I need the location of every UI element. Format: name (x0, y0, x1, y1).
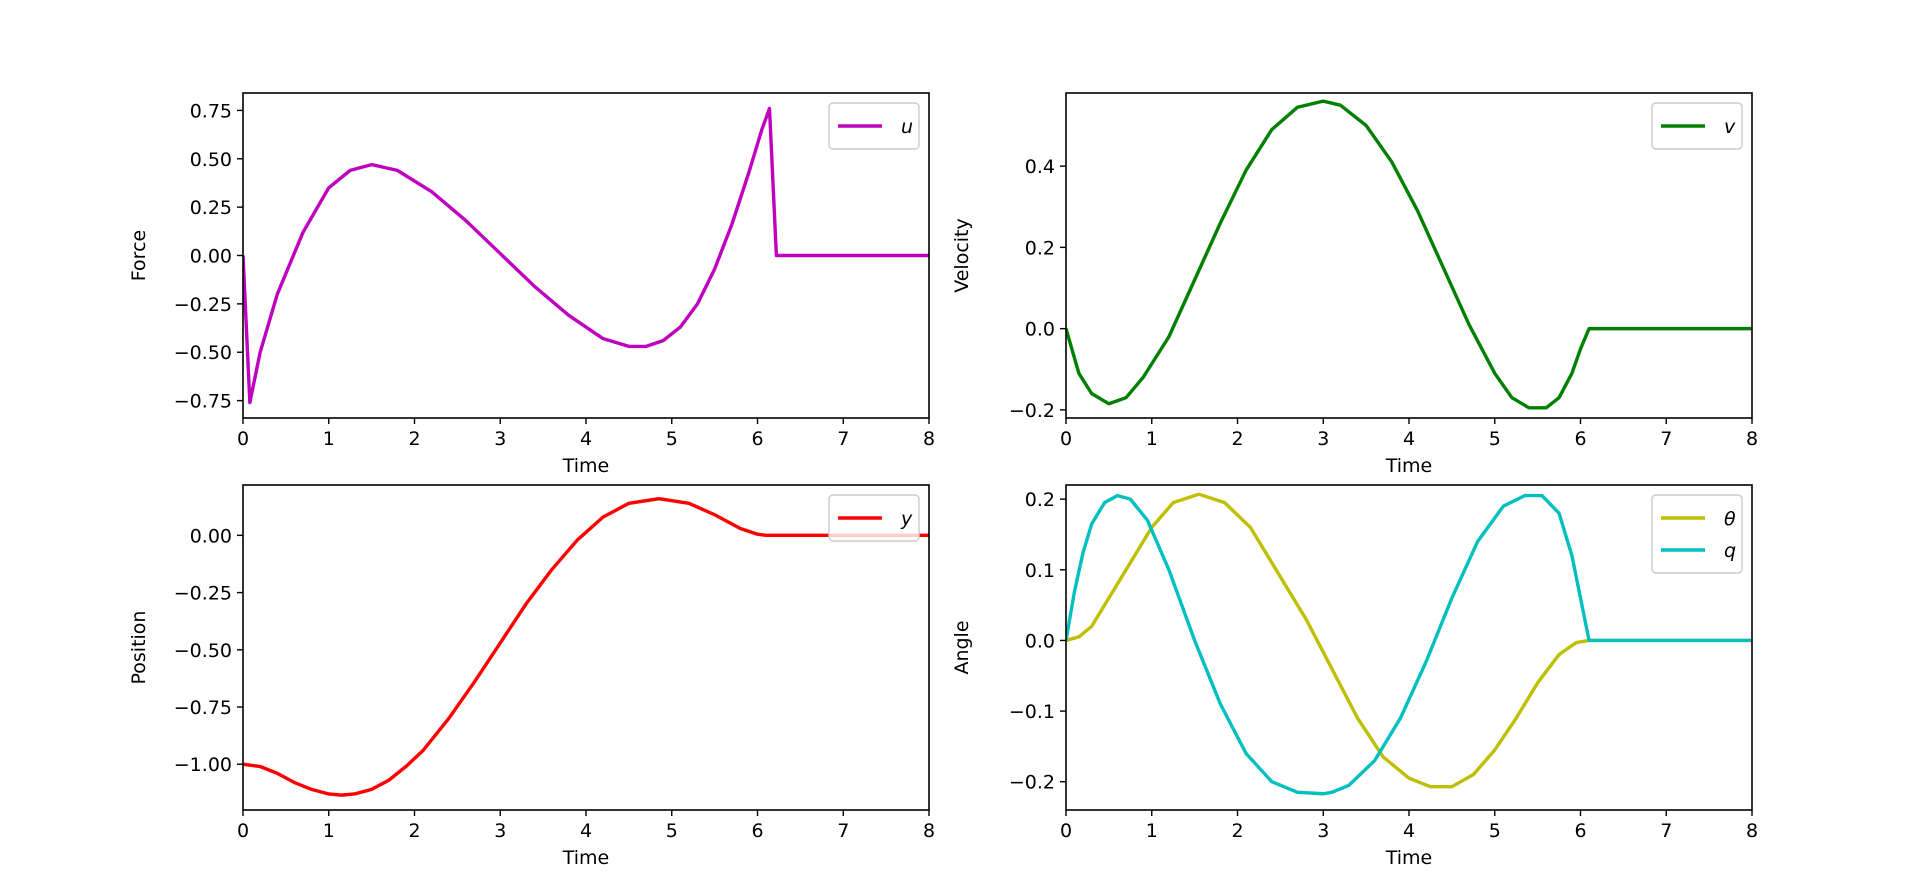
x-tick-label: 8 (923, 820, 935, 842)
y-tick-label: 0.2 (1025, 489, 1055, 511)
series-line-primary (1066, 99, 1752, 410)
x-tick-label: 7 (837, 428, 849, 450)
y-tick-label: −0.50 (174, 640, 232, 662)
y-tick-label: −0.1 (1009, 701, 1055, 723)
y-tick-label: 0.00 (190, 525, 232, 547)
x-axis-label: Time (1385, 847, 1433, 869)
series-line-primary (1066, 492, 1752, 789)
legend-label: u (901, 116, 913, 138)
force-panel: 0 1 2 3 4 5 6 7 8 −0.75 −0.50 −0.25 0.00 0.25 0.50 0.75… (128, 92, 935, 477)
x-tick-label: 0 (1060, 820, 1072, 842)
y-tick-label: 0.50 (190, 149, 232, 171)
y-tick-label: 0.4 (1025, 156, 1055, 178)
legend-label: v (1724, 116, 1736, 138)
y-tick-label: 0.1 (1025, 560, 1055, 582)
y-tick-label: 0.2 (1025, 237, 1055, 259)
x-tick-label: 4 (1403, 428, 1415, 450)
y-axis-label: Velocity (951, 218, 973, 293)
x-tick-label: 2 (408, 820, 420, 842)
x-tick-label: 7 (1660, 428, 1672, 450)
y-tick-label: 0.00 (190, 246, 232, 268)
x-tick-label: 4 (1403, 820, 1415, 842)
y-tick-label: −0.2 (1009, 400, 1055, 422)
legend-label: θ (1724, 508, 1736, 530)
x-tick-label: 7 (1660, 820, 1672, 842)
x-tick-label: 5 (1489, 428, 1501, 450)
x-tick-label: 8 (1746, 820, 1758, 842)
x-tick-label: 6 (1574, 820, 1586, 842)
series-line-secondary (1066, 493, 1752, 796)
x-tick-label: 1 (323, 428, 335, 450)
series-line-primary (243, 497, 929, 797)
x-tick-label: 2 (1231, 428, 1243, 450)
x-axis-label: Time (562, 847, 610, 869)
x-tick-label: 8 (923, 428, 935, 450)
x-axis-label: Time (562, 455, 610, 477)
y-tick-label: −0.25 (174, 583, 232, 605)
x-tick-label: 4 (580, 428, 592, 450)
y-tick-label: 0.75 (190, 100, 232, 122)
x-tick-label: 6 (1574, 428, 1586, 450)
y-axis-label: Force (128, 230, 150, 281)
x-tick-label: 3 (494, 820, 506, 842)
x-tick-label: 6 (751, 428, 763, 450)
legend-label: y (900, 508, 913, 530)
x-tick-label: 3 (1317, 428, 1329, 450)
y-axis-label: Position (128, 611, 150, 685)
x-tick-label: 6 (751, 820, 763, 842)
x-tick-label: 2 (408, 428, 420, 450)
x-tick-label: 1 (1146, 428, 1158, 450)
x-axis-label: Time (1385, 455, 1433, 477)
position-panel: 0 1 2 3 4 5 6 7 8 −1.00 −0.75 −0.50 −0.25 0.00 Time Pos… (128, 484, 935, 869)
y-tick-label: 0.25 (190, 197, 232, 219)
y-tick-label: 0.0 (1025, 630, 1055, 652)
x-tick-label: 7 (837, 820, 849, 842)
angle-panel: 0 1 2 3 4 5 6 7 8 −0.2 −0.1 0.0 0.1 0.2 Time Angle θq (951, 484, 1758, 869)
axes-frame (1065, 484, 1753, 811)
y-axis-label: Angle (951, 620, 973, 674)
x-tick-label: 5 (666, 820, 678, 842)
x-tick-label: 3 (1317, 820, 1329, 842)
y-tick-label: −1.00 (174, 754, 232, 776)
x-tick-label: 4 (580, 820, 592, 842)
y-tick-label: −0.25 (174, 294, 232, 316)
velocity-panel: 0 1 2 3 4 5 6 7 8 −0.2 0.0 0.2 0.4 Time Velocity v (951, 92, 1758, 477)
series-line-primary (243, 106, 929, 405)
x-tick-label: 0 (237, 820, 249, 842)
x-tick-label: 8 (1746, 428, 1758, 450)
x-tick-label: 2 (1231, 820, 1243, 842)
y-tick-label: −0.75 (174, 697, 232, 719)
y-tick-label: −0.75 (174, 391, 232, 413)
legend-box (1651, 494, 1743, 574)
y-tick-label: 0.0 (1025, 319, 1055, 341)
x-tick-label: 5 (666, 428, 678, 450)
y-tick-label: −0.50 (174, 342, 232, 364)
axes-frame (1065, 92, 1753, 419)
legend-label: q (1724, 540, 1736, 562)
y-tick-label: −0.2 (1009, 772, 1055, 794)
x-tick-label: 1 (1146, 820, 1158, 842)
x-tick-label: 0 (237, 428, 249, 450)
x-tick-label: 5 (1489, 820, 1501, 842)
x-tick-label: 3 (494, 428, 506, 450)
x-tick-label: 1 (323, 820, 335, 842)
x-tick-label: 0 (1060, 428, 1072, 450)
